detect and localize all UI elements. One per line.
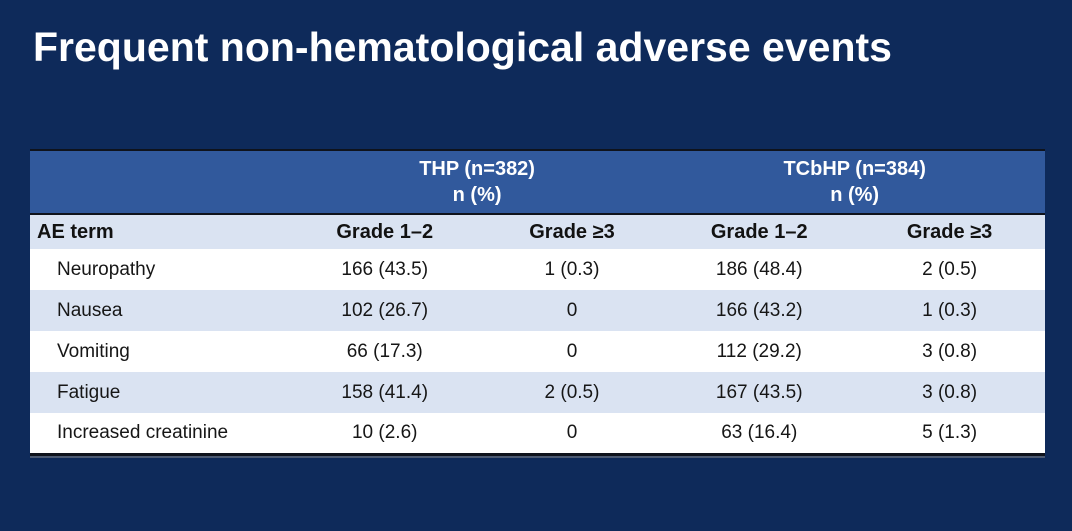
value-cell: 158 (41.4): [289, 372, 480, 413]
column-header-row: AE term Grade 1–2 Grade ≥3 Grade 1–2 Gra…: [30, 214, 1045, 249]
value-cell: 112 (29.2): [664, 331, 855, 372]
group-header-tcbhp-line2: n (%): [830, 184, 880, 206]
ae-term-cell: Neuropathy: [30, 249, 290, 290]
column-header-thp-grade3: Grade ≥3: [479, 214, 665, 249]
table-row-increased-creatinine: Increased creatinine 10 (2.6) 0 63 (16.4…: [30, 413, 1045, 454]
value-cell: 166 (43.2): [664, 290, 855, 331]
value-cell: 102 (26.7): [289, 290, 480, 331]
group-header-tcbhp-line1: TCbHP (n=384): [783, 158, 926, 180]
table-row-nausea: Nausea 102 (26.7) 0 166 (43.2) 1 (0.3): [30, 290, 1045, 331]
ae-term-cell: Fatigue: [30, 372, 290, 413]
ae-term-cell: Nausea: [30, 290, 290, 331]
value-cell: 0: [479, 413, 665, 454]
value-cell: 2 (0.5): [854, 249, 1045, 290]
adverse-events-table-container: THP (n=382) n (%) TCbHP (n=384) n (%) AE…: [30, 149, 1045, 456]
ae-term-cell: Vomiting: [30, 331, 290, 372]
column-header-ae-term: AE term: [30, 214, 290, 249]
column-header-tcbhp-grade12: Grade 1–2: [664, 214, 855, 249]
value-cell: 0: [479, 331, 665, 372]
value-cell: 1 (0.3): [854, 290, 1045, 331]
value-cell: 63 (16.4): [664, 413, 855, 454]
value-cell: 1 (0.3): [479, 249, 665, 290]
group-header-thp-line1: THP (n=382): [419, 158, 535, 180]
adverse-events-table: THP (n=382) n (%) TCbHP (n=384) n (%) AE…: [30, 149, 1045, 456]
column-header-thp-grade12: Grade 1–2: [289, 214, 480, 249]
value-cell: 0: [479, 290, 665, 331]
slide-title: Frequent non-hematological adverse event…: [33, 24, 892, 70]
column-header-tcbhp-grade3: Grade ≥3: [854, 214, 1045, 249]
value-cell: 10 (2.6): [289, 413, 480, 454]
ae-term-cell: Increased creatinine: [30, 413, 290, 454]
group-header-thp: THP (n=382) n (%): [289, 150, 665, 215]
table-row-neuropathy: Neuropathy 166 (43.5) 1 (0.3) 186 (48.4)…: [30, 249, 1045, 290]
value-cell: 3 (0.8): [854, 331, 1045, 372]
group-header-spacer: [30, 150, 290, 215]
value-cell: 167 (43.5): [664, 372, 855, 413]
value-cell: 5 (1.3): [854, 413, 1045, 454]
value-cell: 186 (48.4): [664, 249, 855, 290]
table-row-vomiting: Vomiting 66 (17.3) 0 112 (29.2) 3 (0.8): [30, 331, 1045, 372]
value-cell: 166 (43.5): [289, 249, 480, 290]
value-cell: 2 (0.5): [479, 372, 665, 413]
group-header-tcbhp: TCbHP (n=384) n (%): [664, 150, 1045, 215]
table-row-fatigue: Fatigue 158 (41.4) 2 (0.5) 167 (43.5) 3 …: [30, 372, 1045, 413]
value-cell: 3 (0.8): [854, 372, 1045, 413]
group-header-row: THP (n=382) n (%) TCbHP (n=384) n (%): [30, 150, 1045, 215]
group-header-thp-line2: n (%): [452, 184, 502, 206]
value-cell: 66 (17.3): [289, 331, 480, 372]
